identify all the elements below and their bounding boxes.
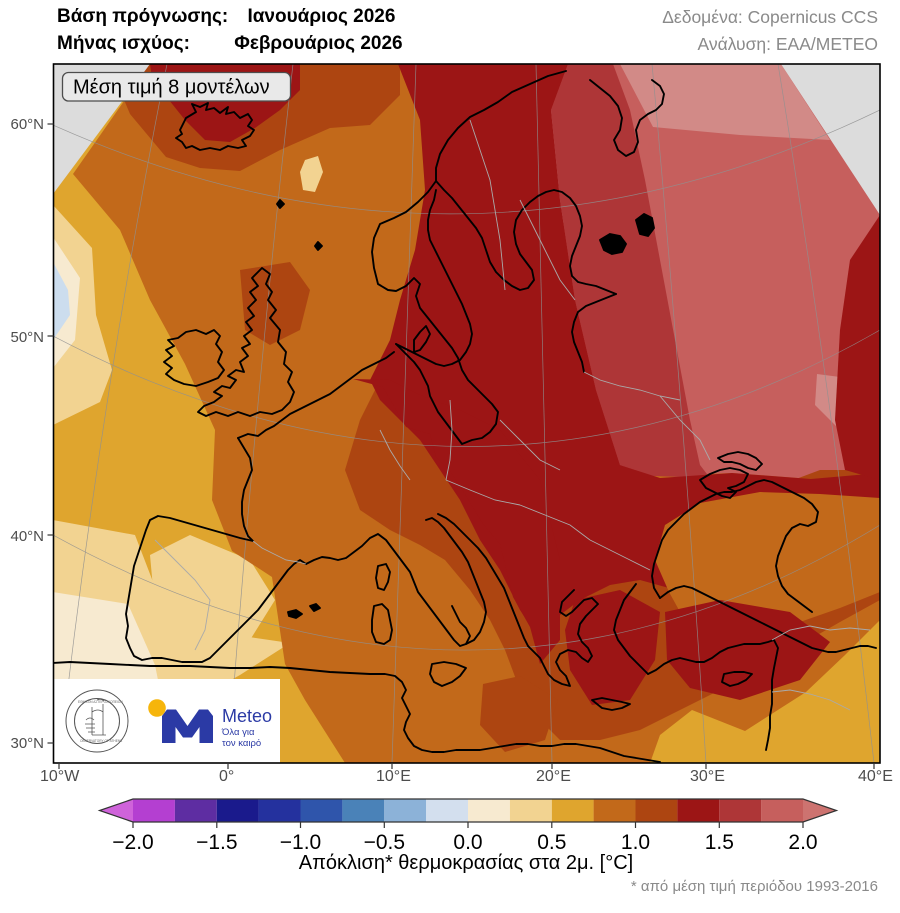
svg-text:2.0: 2.0	[788, 831, 817, 854]
svg-text:Όλα για: Όλα για	[221, 727, 255, 738]
svg-text:OBSERVATORY OF ATHENS: OBSERVATORY OF ATHENS	[80, 739, 122, 743]
svg-text:τον καιρό: τον καιρό	[222, 738, 261, 749]
svg-text:0.0: 0.0	[453, 831, 482, 854]
svg-text:* από μέση τιμή περιόδου 1993-: * από μέση τιμή περιόδου 1993-2016	[631, 878, 878, 895]
svg-text:−1.0: −1.0	[280, 831, 321, 854]
svg-text:−2.0: −2.0	[112, 831, 153, 854]
svg-text:−1.5: −1.5	[196, 831, 237, 854]
svg-text:1.0: 1.0	[621, 831, 650, 854]
svg-text:1.5: 1.5	[705, 831, 734, 854]
svg-text:ΕΘΝΙΚΟΝ ΑΣΤΕΡΟΣΚΟΠΕΙΟΝ: ΕΘΝΙΚΟΝ ΑΣΤΕΡΟΣΚΟΠΕΙΟΝ	[78, 700, 123, 704]
svg-text:Μέση τιμή 8 μοντέλων: Μέση τιμή 8 μοντέλων	[73, 77, 270, 99]
svg-text:Meteo: Meteo	[222, 706, 272, 726]
svg-text:Απόκλιση* θερμοκρασίας στα 2μ.: Απόκλιση* θερμοκρασίας στα 2μ. [°C]	[299, 852, 633, 874]
svg-text:0.5: 0.5	[537, 831, 566, 854]
svg-text:−0.5: −0.5	[364, 831, 405, 854]
